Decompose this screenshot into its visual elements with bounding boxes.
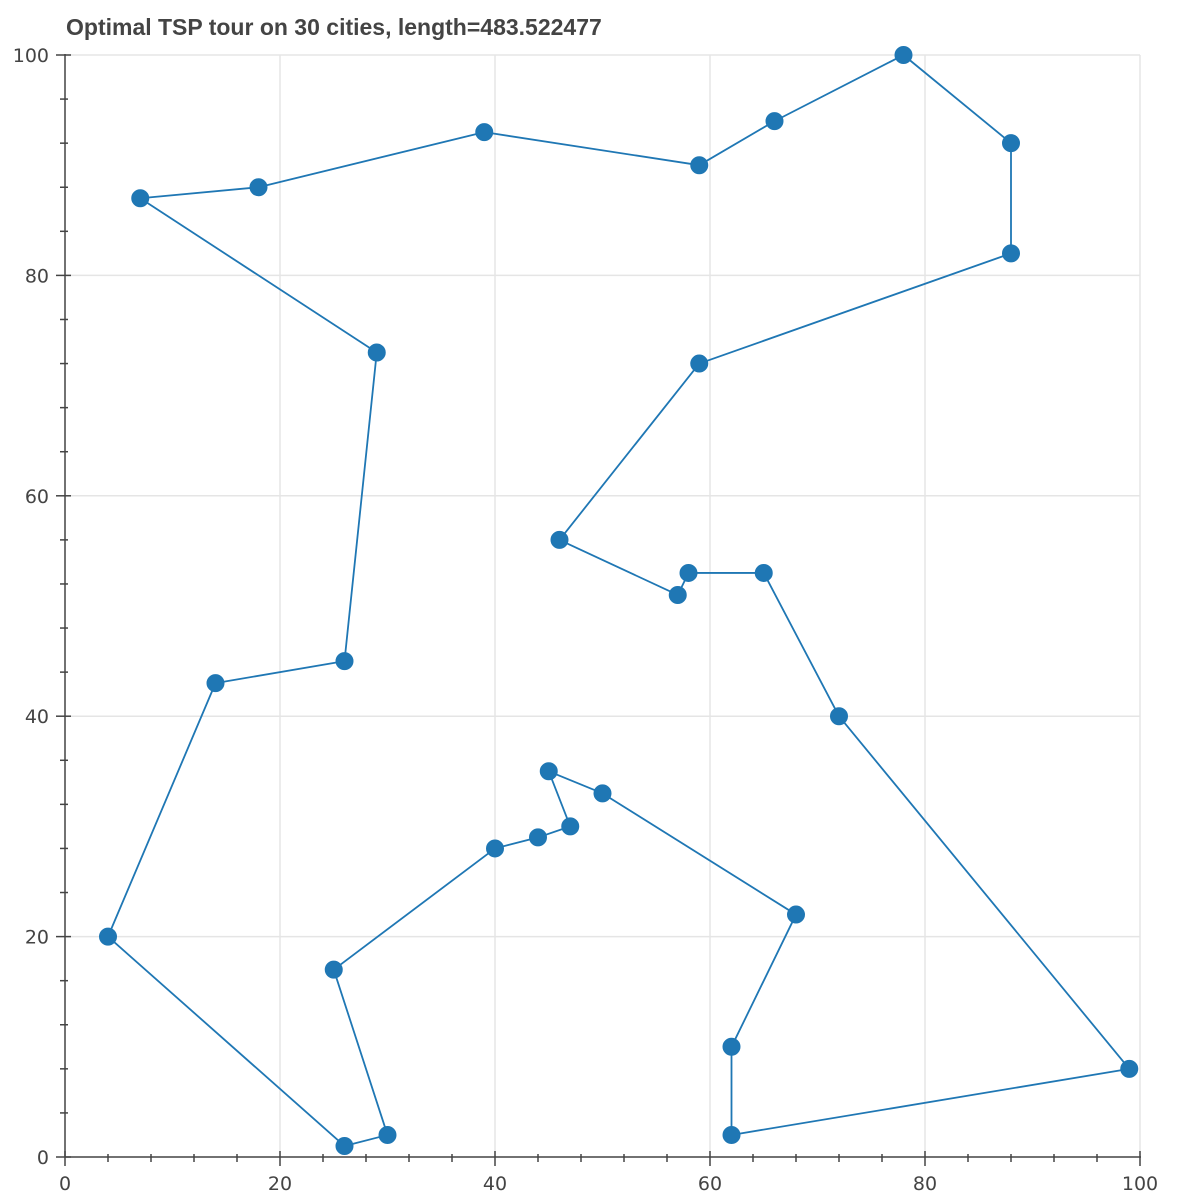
city-point: [722, 1037, 741, 1056]
tour-line: [107, 54, 1131, 1147]
y-tick-label: 0: [37, 1147, 49, 1169]
city-point: [690, 156, 709, 175]
city-point: [335, 652, 354, 671]
city-point: [367, 343, 386, 362]
y-tick-label: 80: [25, 265, 49, 287]
city-point: [561, 817, 580, 836]
city-point: [529, 828, 547, 847]
chart-title: Optimal TSP tour on 30 cities, length=48…: [66, 14, 602, 40]
city-point: [335, 1136, 354, 1155]
city-point: [550, 530, 569, 549]
y-tick-label: 100: [13, 45, 49, 67]
city-point: [765, 112, 784, 131]
city-point: [475, 123, 494, 142]
city-point: [894, 46, 913, 64]
x-tick-label: 0: [59, 1173, 71, 1195]
x-tick-label: 20: [268, 1173, 292, 1195]
city-point: [1002, 134, 1020, 153]
y-tick-label: 40: [25, 706, 49, 728]
city-point: [249, 178, 268, 197]
city-point: [486, 839, 504, 858]
city-point: [754, 563, 773, 582]
city-point: [99, 927, 117, 946]
city-point: [1002, 244, 1020, 263]
y-tick-label: 60: [25, 486, 49, 508]
city-point: [206, 674, 225, 693]
city-point: [787, 905, 805, 924]
city-point: [690, 354, 709, 373]
city-point: [378, 1125, 397, 1144]
city-point: [830, 707, 848, 726]
x-tick-label: 40: [483, 1173, 507, 1195]
city-point: [1120, 1059, 1139, 1078]
city-point: [593, 784, 612, 803]
city-point: [668, 585, 687, 604]
y-tick-label: 20: [25, 927, 49, 949]
city-point: [324, 960, 343, 979]
city-point: [679, 563, 698, 582]
x-tick-label: 60: [698, 1173, 722, 1195]
city-point: [539, 762, 558, 781]
city-point: [131, 189, 150, 208]
x-tick-label: 100: [1122, 1173, 1158, 1195]
city-point: [722, 1125, 741, 1144]
x-tick-label: 80: [913, 1173, 937, 1195]
